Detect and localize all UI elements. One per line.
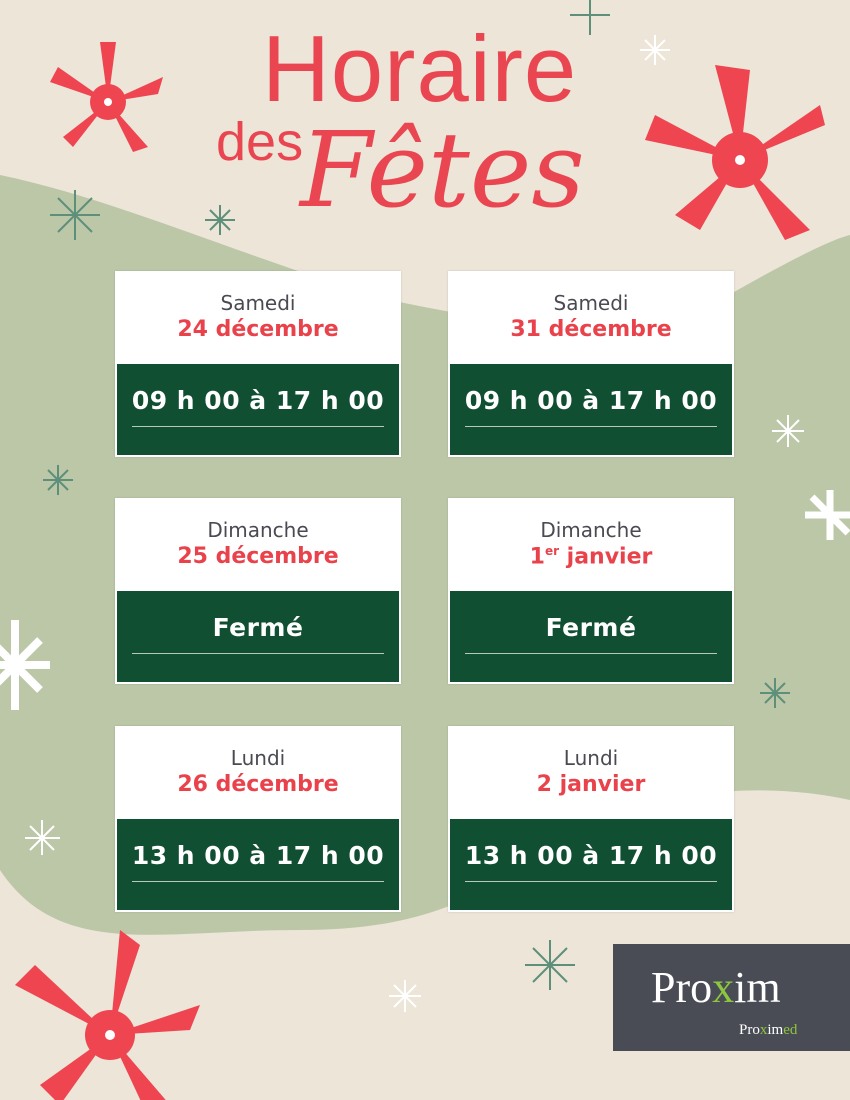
date-label: 24 décembre	[177, 317, 339, 342]
day-label: Samedi	[220, 291, 296, 315]
divider	[132, 881, 384, 882]
schedule-card: Dimanche 1er janvier Fermé	[448, 498, 734, 684]
date-month: janvier	[559, 544, 653, 570]
schedule-card: Lundi 26 décembre 13 h 00 à 17 h 00	[115, 726, 401, 912]
hours-panel: 09 h 00 à 17 h 00	[450, 364, 732, 455]
hours-panel: 09 h 00 à 17 h 00	[117, 364, 399, 455]
hours-text: Fermé	[545, 613, 637, 642]
snowflake-icons	[43, 0, 790, 990]
hours-text: 09 h 00 à 17 h 00	[131, 386, 385, 415]
title-des: des	[216, 112, 304, 172]
logo-proximed: Proximed	[739, 1022, 798, 1038]
day-label: Dimanche	[207, 518, 309, 542]
schedule-card: Lundi 2 janvier 13 h 00 à 17 h 00	[448, 726, 734, 912]
divider	[132, 426, 384, 427]
divider	[132, 653, 384, 654]
hours-text: 13 h 00 à 17 h 00	[131, 841, 385, 870]
proxim-logo: Proxim Proximed	[613, 944, 850, 1051]
hours-panel: Fermé	[117, 591, 399, 682]
schedule-card: Dimanche 25 décembre Fermé	[115, 498, 401, 684]
hours-text: 09 h 00 à 17 h 00	[464, 386, 718, 415]
date-label: 1er janvier	[448, 544, 734, 569]
divider	[465, 653, 717, 654]
day-label: Dimanche	[540, 518, 642, 542]
day-label: Samedi	[553, 291, 629, 315]
hours-text: Fermé	[212, 613, 304, 642]
date-label: 2 janvier	[536, 772, 646, 797]
date-ordinal: er	[544, 544, 559, 558]
hours-text: 13 h 00 à 17 h 00	[464, 841, 718, 870]
title-fetes: Fêtes	[300, 109, 585, 231]
title-horaire: Horaire	[262, 16, 578, 121]
day-label: Lundi	[563, 746, 619, 770]
schedule-card: Samedi 24 décembre 09 h 00 à 17 h 00	[115, 271, 401, 457]
schedule-card: Samedi 31 décembre 09 h 00 à 17 h 00	[448, 271, 734, 457]
date-label: 25 décembre	[177, 544, 339, 569]
hours-panel: 13 h 00 à 17 h 00	[117, 819, 399, 910]
day-label: Lundi	[230, 746, 286, 770]
divider	[465, 881, 717, 882]
flower-centers	[104, 98, 745, 1040]
hours-panel: Fermé	[450, 591, 732, 682]
date-label: 31 décembre	[510, 317, 672, 342]
date-label: 26 décembre	[177, 772, 339, 797]
hours-panel: 13 h 00 à 17 h 00	[450, 819, 732, 910]
date-number: 1	[529, 544, 545, 570]
divider	[465, 426, 717, 427]
logo-proxim: Proxim	[651, 963, 781, 1012]
